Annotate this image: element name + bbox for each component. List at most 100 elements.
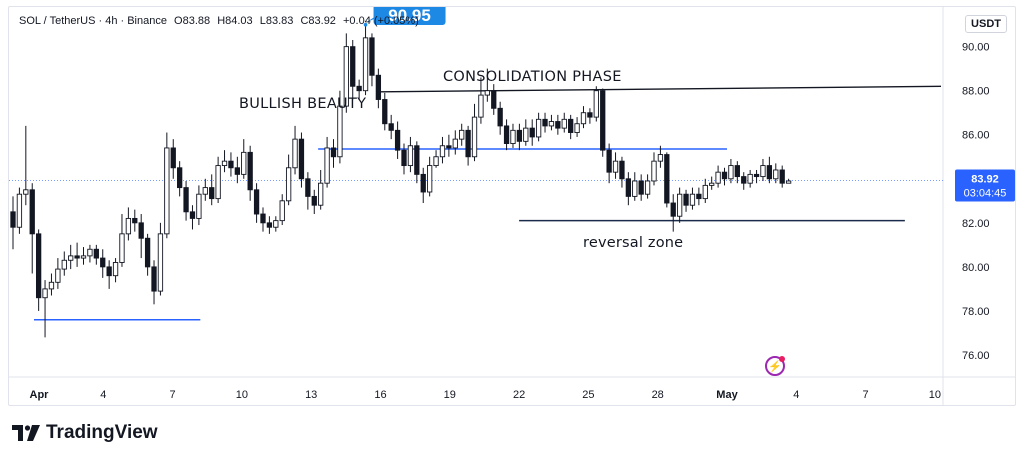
candle-body	[343, 46, 349, 107]
candle-body	[433, 156, 439, 167]
candle-body	[644, 180, 651, 195]
candle-body	[119, 233, 125, 263]
candle-body	[414, 145, 420, 175]
change-value: +0.04 (+0.05%)	[343, 15, 419, 27]
candle-body	[612, 160, 619, 173]
candle-body	[394, 129, 401, 151]
candle-body	[279, 200, 285, 222]
candle-body	[177, 167, 183, 189]
candle-body	[568, 118, 574, 133]
candle-body	[202, 187, 208, 195]
candle-body	[369, 37, 375, 76]
candle-body	[535, 118, 542, 138]
candle-body	[362, 37, 369, 92]
x-tick-label: 7	[863, 389, 869, 401]
candle-body	[523, 127, 529, 142]
candle-body	[683, 193, 689, 206]
y-tick-label: 86.00	[962, 130, 990, 142]
y-tick-label: 78.00	[962, 306, 990, 318]
candle-body	[42, 288, 48, 299]
x-tick-label: 4	[793, 389, 799, 401]
candle-body	[356, 85, 362, 92]
brand-name: TradingView	[46, 422, 158, 443]
candle-body	[503, 125, 510, 144]
candle-body	[23, 189, 29, 195]
x-tick-label: 10	[929, 389, 941, 401]
candle-body	[29, 189, 35, 235]
candle-body	[196, 193, 202, 219]
candle-body	[106, 266, 112, 277]
candle-body	[734, 165, 740, 178]
candle-body	[55, 268, 61, 283]
candle-body	[657, 154, 664, 162]
candle-body	[574, 123, 580, 133]
candle-body	[625, 178, 632, 197]
candle-body	[61, 259, 67, 270]
close-value: C83.92	[300, 15, 336, 27]
peak-callout-box	[373, 7, 446, 25]
candle-body	[260, 213, 266, 224]
candle-body	[48, 281, 55, 290]
candle-body	[151, 266, 157, 292]
candle-body	[689, 193, 696, 206]
candle-body	[16, 193, 23, 228]
candle-body	[510, 129, 516, 144]
x-tick-label: 10	[236, 389, 248, 401]
x-tick-label: Apr	[30, 389, 50, 401]
candle-body	[93, 248, 99, 259]
candle-body	[638, 180, 644, 195]
candle-body	[785, 180, 792, 184]
candle-body	[600, 90, 606, 151]
candle-body	[241, 151, 247, 175]
candle-body	[247, 151, 253, 191]
candle-body	[760, 165, 766, 178]
last-price-value: 83.92	[971, 174, 999, 186]
low-value: L83.83	[259, 15, 294, 27]
symbol-label[interactable]: SOL / TetherUS · 4h · Binance	[19, 15, 167, 27]
candle-body	[773, 169, 779, 180]
candle-body	[164, 147, 170, 235]
open-value: O83.88	[174, 15, 211, 27]
candle-body	[266, 222, 273, 228]
candle-body	[593, 90, 599, 118]
candle-body	[318, 182, 324, 206]
candle-body	[305, 178, 311, 197]
candle-body	[548, 121, 555, 127]
candle-body	[516, 129, 523, 142]
x-tick-label: 28	[652, 389, 664, 401]
candle-body	[80, 255, 87, 259]
candle-body	[709, 182, 715, 186]
candle-body	[273, 220, 279, 228]
candle-body	[497, 107, 503, 127]
candle-body	[100, 257, 106, 268]
candle-body	[715, 171, 721, 184]
flash-icon[interactable]: ⚡	[765, 356, 785, 376]
candle-body	[606, 149, 612, 173]
candle-body	[587, 112, 593, 118]
candle-body	[529, 127, 535, 138]
trend-line[interactable]	[380, 85, 942, 93]
candle-body	[157, 233, 164, 292]
candle-body	[420, 173, 426, 193]
peak-marker	[363, 22, 368, 27]
candle-body	[375, 74, 382, 100]
chart-frame[interactable]: 90.00 88.00 86.00 82.00 80.00 78.00 76.00 Apr 4 7…	[8, 6, 1016, 406]
candle-body	[696, 193, 702, 200]
candle-body	[189, 211, 196, 219]
annotation-label: CONSOLIDATION PHASE	[443, 69, 622, 85]
candle-body	[741, 176, 747, 184]
candle-body	[144, 237, 151, 268]
x-tick-label: 25	[582, 389, 594, 401]
candle-body	[651, 160, 657, 182]
candle-body	[221, 160, 228, 167]
candlestick-chart[interactable]: 90.00 88.00 86.00 82.00 80.00 78.00 76.00 Apr 4 7…	[9, 7, 1015, 405]
candle-body	[580, 112, 587, 125]
candle-body	[542, 118, 548, 127]
candle-body	[382, 99, 388, 125]
candle-body	[702, 184, 708, 200]
candle-body	[35, 233, 42, 299]
last-price-tag[interactable]	[955, 169, 1015, 202]
currency-button[interactable]: USDT	[965, 15, 1007, 33]
candle-body	[491, 90, 497, 109]
candle-body	[311, 195, 317, 206]
